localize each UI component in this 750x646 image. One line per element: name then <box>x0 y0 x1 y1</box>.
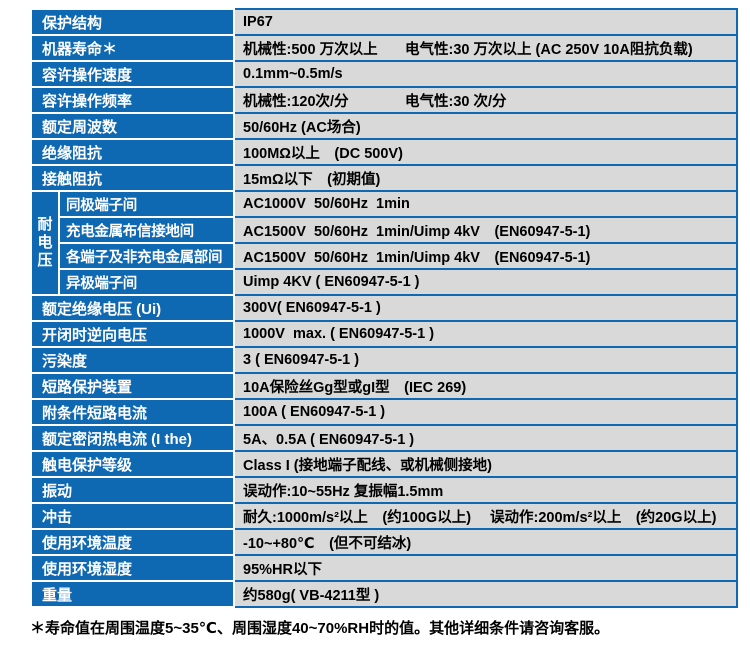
row-label: 触电保护等级 <box>29 450 236 478</box>
spec-row: 容许操作频率 机械性:120次/分 电气性:30 次/分 <box>29 86 739 114</box>
spec-row: 开闭时逆向电压 1000V max. ( EN60947-5-1 ) <box>29 320 739 348</box>
row-label: 使用环境湿度 <box>29 554 236 582</box>
value-text: 约580g( VB-4211型 ) <box>243 587 380 604</box>
row-value: 机械性:500 万次以上 电气性:30 万次以上 (AC 250V 10A阻抗负载… <box>233 34 739 62</box>
spec-row: 容许操作速度 0.1mm~0.5m/s <box>29 60 739 88</box>
spec-row: 保护结构 IP67 <box>29 8 739 36</box>
row-value: Uimp 4KV ( EN60947-5-1 ) <box>233 268 739 296</box>
row-label: 振动 <box>29 476 236 504</box>
value-text: Class I (接地端子配线、或机械侧接地) <box>243 457 492 474</box>
spec-row: 振动 误动作:10~55Hz 复振幅1.5mm <box>29 476 739 504</box>
row-value: 耐久:1000m/s²以上 (约100G以上) 误动作:200m/s²以上 (约2… <box>233 502 739 530</box>
spec-row: 触电保护等级 Class I (接地端子配线、或机械侧接地) <box>29 450 739 478</box>
row-label: 容许操作速度 <box>29 60 236 88</box>
subrow-label: 异极端子间 <box>57 268 236 296</box>
row-label: 使用环境温度 <box>29 528 236 556</box>
row-label: 重量 <box>29 580 236 608</box>
row-value: 15mΩ以下 (初期值) <box>233 164 739 192</box>
row-value: 0.1mm~0.5m/s <box>233 60 739 88</box>
footnote: ＊寿命值在周围温度5~35℃、周围湿度40~70%RH时的值。其他详细条件请咨询… <box>30 620 610 637</box>
row-label: 容许操作频率 <box>29 86 236 114</box>
value-text: 50/60Hz (AC场合) <box>243 119 361 136</box>
value-text: 300V( EN60947-5-1 ) <box>243 300 381 316</box>
row-value: 50/60Hz (AC场合) <box>233 112 739 140</box>
value-text: AC1500V 50/60Hz 1min/Uimp 4kV (EN60947-5… <box>243 249 591 266</box>
row-value: 100A ( EN60947-5-1 ) <box>233 398 739 426</box>
row-value: AC1500V 50/60Hz 1min/Uimp 4kV (EN60947-5… <box>233 216 739 244</box>
row-label: 短路保护装置 <box>29 372 236 400</box>
row-label: 额定绝缘电压 (Ui) <box>29 294 236 322</box>
spec-row: 短路保护装置 10A保险丝Gg型或gI型 (IEC 269) <box>29 372 739 400</box>
value-text: 3 ( EN60947-5-1 ) <box>243 352 360 368</box>
spec-table: 保护结构 IP67 机器寿命＊ 机械性:500 万次以上 电气性:30 万次以上 … <box>29 8 739 608</box>
spec-row: 污染度 3 ( EN60947-5-1 ) <box>29 346 739 374</box>
row-value: 300V( EN60947-5-1 ) <box>233 294 739 322</box>
row-label: 附条件短路电流 <box>29 398 236 426</box>
spec-row: 使用环境温度 -10~+80℃ (但不可结冰) <box>29 528 739 556</box>
row-value: 机械性:120次/分 电气性:30 次/分 <box>233 86 739 114</box>
row-label: 污染度 <box>29 346 236 374</box>
value-text: 100MΩ以上 (DC 500V) <box>243 145 403 162</box>
row-value: 3 ( EN60947-5-1 ) <box>233 346 739 374</box>
row-value: IP67 <box>233 8 739 36</box>
value-text: 机械性:120次/分 <box>243 93 349 110</box>
row-value: AC1000V 50/60Hz 1min <box>233 190 739 218</box>
value-text-2: 电气性:30 万次以上 (AC 250V 10A阻抗负载) <box>405 41 693 58</box>
value-text: 10A保险丝Gg型或gI型 (IEC 269) <box>243 379 467 396</box>
row-label: 绝缘阻抗 <box>29 138 236 166</box>
row-label: 机器寿命＊ <box>29 34 236 62</box>
row-value: 约580g( VB-4211型 ) <box>233 580 739 608</box>
row-label: 开闭时逆向电压 <box>29 320 236 348</box>
row-value: Class I (接地端子配线、或机械侧接地) <box>233 450 739 478</box>
spec-row: 机器寿命＊ 机械性:500 万次以上 电气性:30 万次以上 (AC 250V 1… <box>29 34 739 62</box>
row-value: AC1500V 50/60Hz 1min/Uimp 4kV (EN60947-5… <box>233 242 739 270</box>
value-text: Uimp 4KV ( EN60947-5-1 ) <box>243 274 420 290</box>
value-text: 95%HR以下 <box>243 561 322 578</box>
spec-row: 各端子及非充电金属部间 AC1500V 50/60Hz 1min/Uimp 4k… <box>31 242 739 270</box>
subrow-label: 充电金属布信接地间 <box>57 216 236 244</box>
spec-row: 耐电压 同极端子间 AC1000V 50/60Hz 1min <box>30 190 739 296</box>
spec-row: 冲击 耐久:1000m/s²以上 (约100G以上) 误动作:200m/s²以上 … <box>29 502 739 530</box>
subrow-label: 同极端子间 <box>57 190 236 218</box>
row-label: 冲击 <box>29 502 236 530</box>
spec-row: 额定周波数 50/60Hz (AC场合) <box>29 112 739 140</box>
group-label-vertical: 耐电压 <box>30 190 60 296</box>
subrow-label: 各端子及非充电金属部间 <box>57 242 236 270</box>
spec-row: 使用环境湿度 95%HR以下 <box>29 554 739 582</box>
spec-row: 异极端子间 Uimp 4KV ( EN60947-5-1 ) <box>31 268 739 296</box>
spec-row: 绝缘阻抗 100MΩ以上 (DC 500V) <box>29 138 739 166</box>
spec-row: 接触阻抗 15mΩ以下 (初期值) <box>29 164 739 192</box>
row-value: 误动作:10~55Hz 复振幅1.5mm <box>233 476 739 504</box>
row-value: 5A、0.5A ( EN60947-5-1 ) <box>233 424 739 452</box>
value-text: 机械性:500 万次以上 <box>243 41 378 58</box>
value-text: -10~+80℃ (但不可结冰) <box>243 535 412 552</box>
value-text: 误动作:10~55Hz 复振幅1.5mm <box>243 483 444 500</box>
row-value: -10~+80℃ (但不可结冰) <box>233 528 739 556</box>
spec-row: 附条件短路电流 100A ( EN60947-5-1 ) <box>29 398 739 426</box>
value-text: 耐久:1000m/s²以上 (约100G以上) <box>243 509 472 526</box>
row-label: 额定密闭热电流 (I the) <box>29 424 236 452</box>
value-text: 0.1mm~0.5m/s <box>243 66 343 82</box>
row-value: 100MΩ以上 (DC 500V) <box>233 138 739 166</box>
value-text-2: 电气性:30 次/分 <box>405 93 507 110</box>
row-label: 保护结构 <box>29 8 236 36</box>
spec-row: 额定密闭热电流 (I the) 5A、0.5A ( EN60947-5-1 ) <box>29 424 739 452</box>
row-value: 1000V max. ( EN60947-5-1 ) <box>233 320 739 348</box>
value-text: 15mΩ以下 (初期值) <box>243 171 381 188</box>
row-value: 10A保险丝Gg型或gI型 (IEC 269) <box>233 372 739 400</box>
row-value: 95%HR以下 <box>233 554 739 582</box>
spec-row: 充电金属布信接地间 AC1500V 50/60Hz 1min/Uimp 4kV … <box>31 216 739 244</box>
value-text-2: 误动作:200m/s²以上 (约20G以上) <box>490 509 717 526</box>
spec-row: 额定绝缘电压 (Ui) 300V( EN60947-5-1 ) <box>29 294 739 322</box>
spec-row: 重量 约580g( VB-4211型 ) <box>29 580 739 608</box>
value-text: 5A、0.5A ( EN60947-5-1 ) <box>243 431 415 448</box>
row-label: 接触阻抗 <box>29 164 236 192</box>
value-text: IP67 <box>243 14 273 30</box>
value-text: AC1000V 50/60Hz 1min <box>243 196 410 212</box>
value-text: AC1500V 50/60Hz 1min/Uimp 4kV (EN60947-5… <box>243 223 591 240</box>
row-label: 额定周波数 <box>29 112 236 140</box>
value-text: 1000V max. ( EN60947-5-1 ) <box>243 326 435 342</box>
value-text: 100A ( EN60947-5-1 ) <box>243 404 386 420</box>
